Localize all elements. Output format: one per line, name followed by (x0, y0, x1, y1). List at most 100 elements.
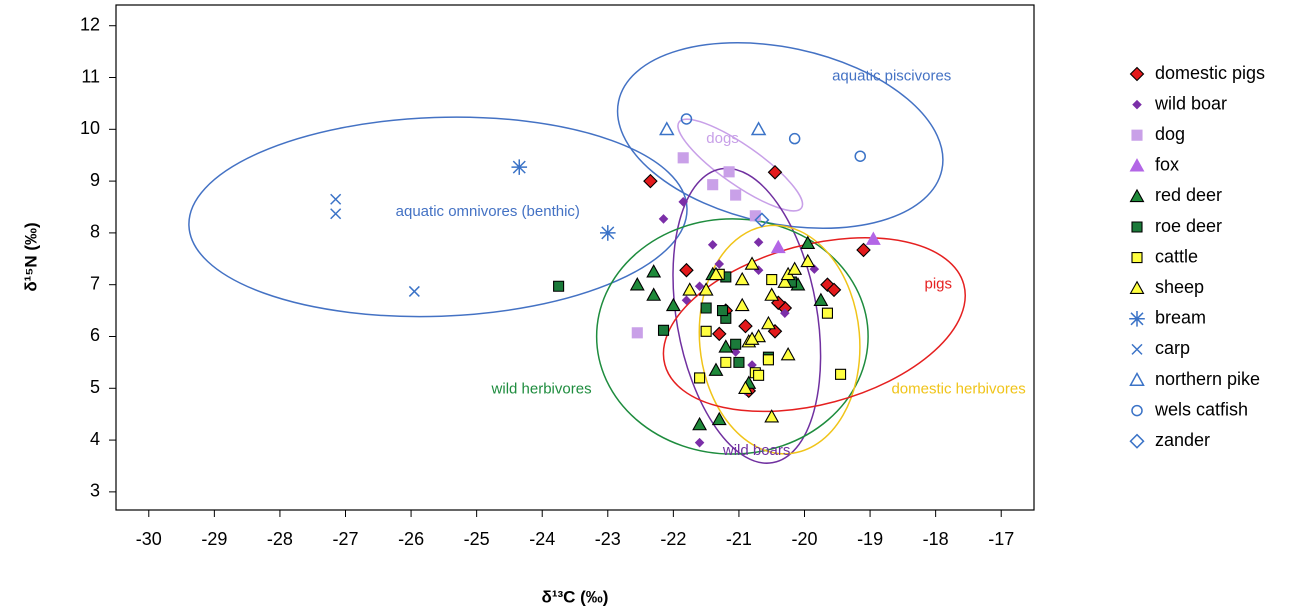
data-point (730, 347, 741, 357)
legend-marker (1131, 343, 1143, 355)
legend-marker (1129, 158, 1145, 172)
data-point (854, 150, 866, 162)
data-point (764, 409, 780, 423)
data-point (777, 274, 793, 288)
y-axis-label: δ¹⁵N (‰) (21, 222, 40, 291)
data-point (733, 356, 745, 368)
legend-label: bream (1155, 308, 1206, 328)
data-point (718, 339, 734, 353)
legend-marker (1131, 129, 1143, 141)
data-point (665, 297, 681, 312)
data-point (553, 280, 565, 292)
x-tick-label: -30 (136, 529, 162, 549)
x-tick-label: -18 (923, 529, 949, 549)
data-point (682, 282, 698, 296)
data-point (708, 362, 724, 376)
data-point (809, 264, 820, 274)
data-point (738, 318, 753, 334)
data-point (700, 302, 712, 314)
data-point (694, 437, 705, 448)
x-tick-label: -26 (398, 529, 424, 549)
data-point (330, 208, 342, 220)
data-point (764, 287, 780, 301)
data-point (694, 372, 706, 384)
group-ellipse (677, 118, 804, 212)
y-tick-label: 5 (90, 377, 100, 397)
group-ellipse (698, 224, 861, 455)
ellipse-label: aquatic piscivores (832, 67, 951, 84)
data-point (730, 189, 742, 201)
data-point (780, 308, 790, 318)
group-ellipse (672, 167, 822, 464)
data-point (738, 380, 753, 395)
ellipse-label: pigs (925, 276, 953, 293)
x-tick-label: -19 (857, 529, 883, 549)
data-point (707, 240, 718, 250)
data-point (629, 277, 645, 291)
data-point (643, 173, 658, 189)
data-point (780, 346, 796, 361)
data-point (753, 237, 764, 247)
data-point (711, 326, 727, 342)
data-point (658, 214, 669, 224)
data-point (646, 264, 662, 278)
data-point (631, 327, 643, 339)
legend-label: northern pike (1155, 369, 1260, 389)
data-point (744, 256, 760, 270)
legend-label: red deer (1155, 185, 1222, 205)
data-point (679, 262, 694, 278)
legend-label: sheep (1155, 277, 1204, 297)
data-point (788, 132, 801, 145)
legend-marker (1129, 311, 1145, 327)
legend-marker (1129, 280, 1145, 294)
y-tick-label: 9 (90, 170, 100, 190)
y-tick-label: 4 (90, 429, 100, 449)
data-point (408, 285, 420, 297)
ellipse-label: wild boars (722, 442, 791, 459)
data-point (762, 354, 774, 366)
data-point (800, 235, 816, 250)
data-point (714, 259, 725, 269)
data-point (787, 261, 803, 275)
data-point (835, 368, 847, 380)
data-point (800, 253, 816, 268)
data-point (659, 121, 675, 136)
x-tick-label: -21 (726, 529, 752, 549)
y-tick-label: 3 (90, 481, 100, 501)
group-ellipse (188, 116, 688, 318)
legend-label: dog (1155, 124, 1185, 144)
data-point (707, 179, 719, 191)
legend-marker (1129, 66, 1145, 82)
data-point (754, 212, 770, 228)
data-point (599, 225, 616, 241)
y-tick-label: 12 (80, 14, 100, 34)
data-point (730, 338, 742, 350)
data-point (720, 356, 732, 368)
x-tick-label: -24 (529, 529, 555, 549)
data-point (716, 305, 729, 317)
data-point (708, 266, 724, 281)
x-tick-label: -22 (660, 529, 686, 549)
legend-marker (1131, 252, 1143, 264)
x-tick-label: -28 (267, 529, 293, 549)
data-point (813, 292, 829, 306)
x-tick-label: -17 (988, 529, 1014, 549)
data-point (826, 282, 842, 298)
legend-label: roe deer (1155, 216, 1222, 236)
data-point (744, 331, 760, 345)
data-point (330, 193, 342, 205)
legend-marker (1129, 433, 1145, 449)
ellipse-label: domestic herbivores (891, 380, 1025, 397)
x-tick-label: -20 (791, 529, 817, 549)
data-point (700, 325, 712, 337)
data-point (711, 411, 727, 426)
data-point (766, 273, 778, 286)
data-point (767, 165, 783, 180)
x-tick-label: -25 (464, 529, 490, 549)
legend-label: domestic pigs (1155, 63, 1265, 83)
x-axis-label: δ¹³C (‰) (542, 587, 609, 606)
data-point (678, 197, 688, 207)
ellipse-label: dogs (706, 130, 739, 147)
group-ellipse (595, 218, 869, 455)
data-point (511, 159, 528, 175)
